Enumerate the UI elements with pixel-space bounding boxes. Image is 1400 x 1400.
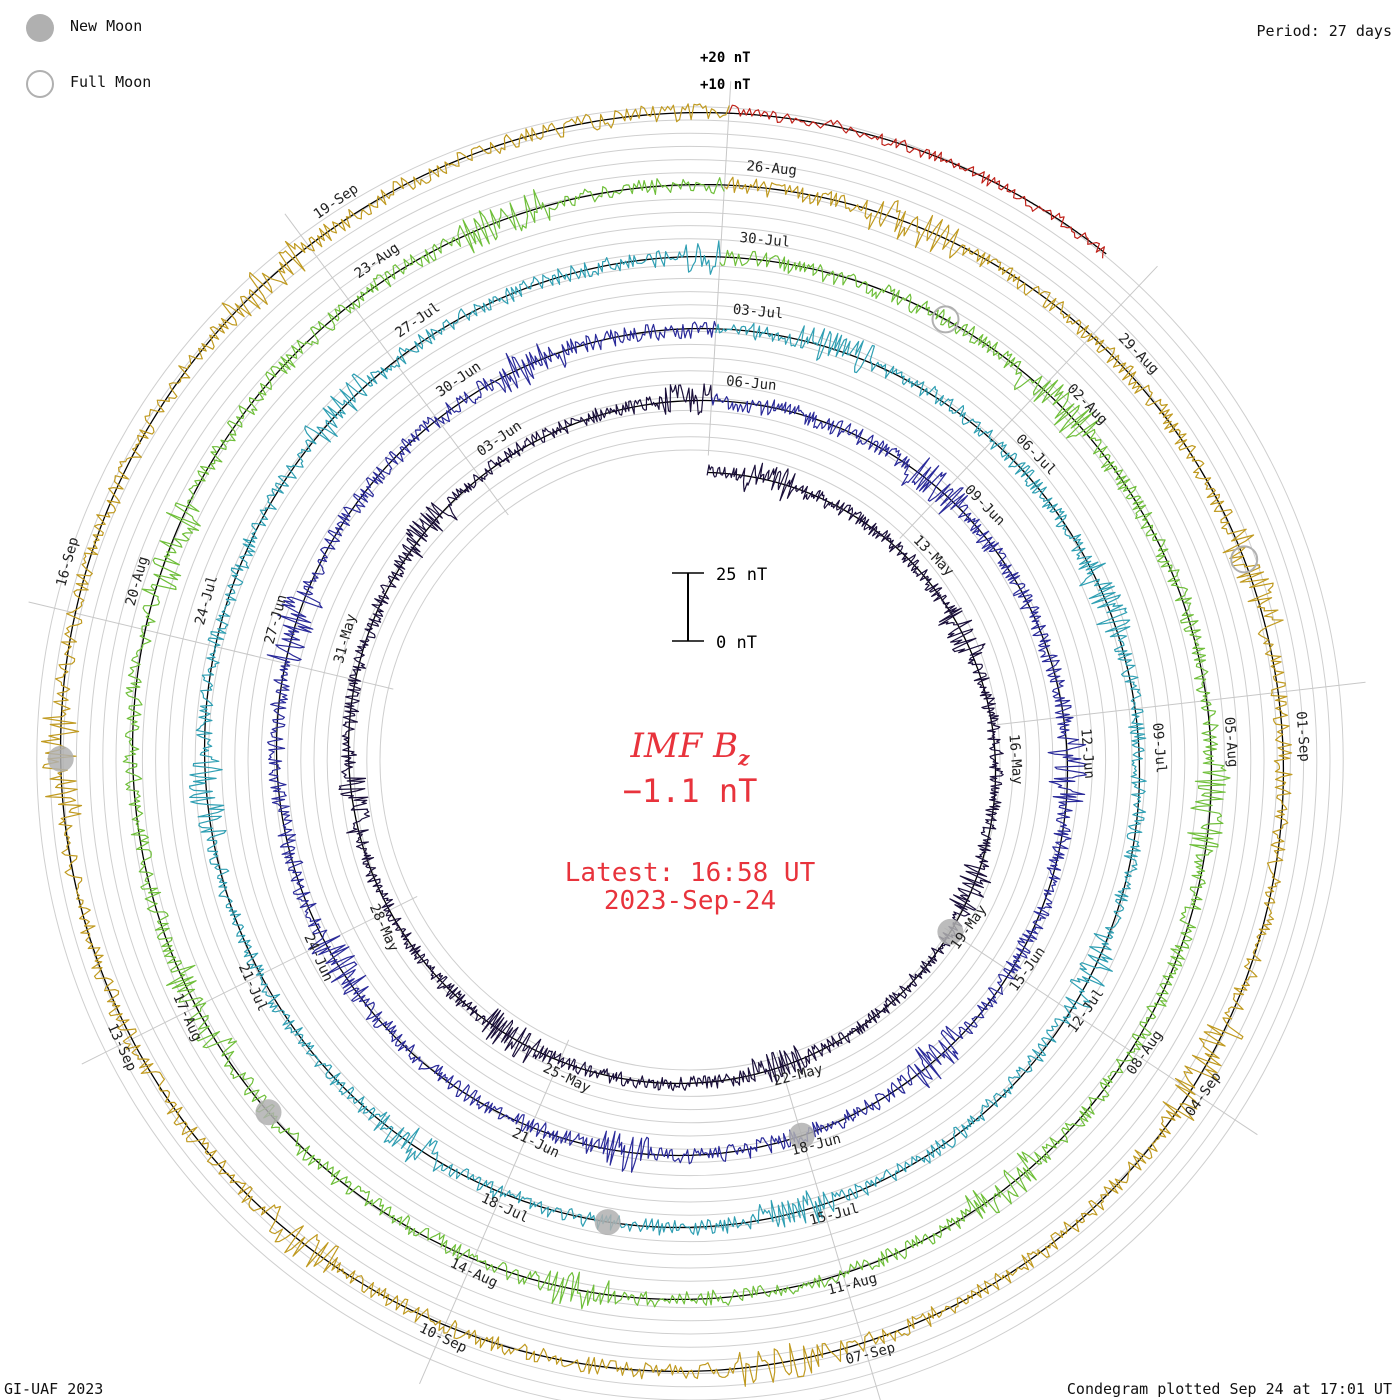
- radial-spoke: [419, 1039, 570, 1385]
- latest-date: 2023-Sep-24: [603, 886, 777, 916]
- grid-circle: [155, 225, 1225, 1295]
- full-moon-marker: [1230, 545, 1259, 574]
- grid-circle: [313, 383, 1067, 1137]
- new-moon-marker: [937, 918, 964, 945]
- current-value: −1.1 nT: [622, 772, 758, 810]
- grid-circle: [234, 304, 1146, 1216]
- date-label: 10-Sep: [417, 1320, 470, 1356]
- grid-circle: [194, 264, 1186, 1256]
- grid-circle: [75, 145, 1305, 1375]
- zero-baseline: [728, 112, 1107, 255]
- footer-credit: GI-UAF 2023: [4, 1380, 104, 1398]
- series-trace: [41, 103, 1293, 1387]
- grid-circle: [141, 211, 1239, 1309]
- radial-spoke: [707, 81, 732, 456]
- date-label: 03-Jul: [732, 302, 784, 323]
- date-label: 27-Jun: [262, 593, 291, 646]
- radial-spoke: [776, 1052, 881, 1400]
- series-trace: [189, 240, 1147, 1236]
- new-moon-marker: [788, 1122, 815, 1149]
- radial-spoke: [992, 681, 1366, 726]
- series-trace: [728, 104, 1105, 259]
- radial-spoke: [28, 601, 394, 690]
- grid-circle: [181, 251, 1199, 1269]
- date-label: 01-Sep: [1293, 711, 1313, 763]
- latest-time: Latest: 16:58 UT: [564, 858, 816, 888]
- new-moon-icon: [26, 14, 54, 42]
- date-label: 30-Jun: [433, 359, 484, 401]
- scale-bar-bottom-label: 0 nT: [716, 633, 757, 653]
- grid-circle: [207, 277, 1173, 1243]
- grid-circle: [260, 330, 1120, 1190]
- grid-circle: [36, 106, 1344, 1400]
- ring-scale-label-20nt: +20 nT: [700, 50, 751, 66]
- legend-full-moon-label: Full Moon: [70, 73, 152, 91]
- radial-spoke: [81, 895, 418, 1065]
- series-trace: [122, 177, 1231, 1310]
- grid-circle: [300, 370, 1080, 1150]
- date-label: 22-May: [772, 1061, 825, 1089]
- radial-spoke: [284, 213, 509, 516]
- date-label: 16-Sep: [53, 535, 82, 588]
- quantity-name: IMF B: [630, 726, 739, 766]
- date-label: 20-Aug: [123, 555, 152, 608]
- date-label: 14-Aug: [448, 1255, 501, 1291]
- full-moon-marker: [931, 305, 960, 334]
- quantity-title: IMF Bz: [540, 726, 840, 770]
- date-label: 12-Jun: [1077, 728, 1097, 780]
- ring-scale-label-10nt: +10 nT: [700, 77, 751, 93]
- date-label: 26-Aug: [746, 158, 798, 179]
- new-moon-marker: [47, 745, 74, 772]
- date-label: 19-Sep: [311, 181, 362, 223]
- moon-markers: [47, 305, 1259, 1236]
- series-trace: [338, 383, 1004, 1092]
- date-label: 09-Jul: [1149, 722, 1169, 774]
- new-moon-marker: [255, 1099, 282, 1126]
- grid-circle: [379, 449, 1001, 1071]
- period-label: Period: 27 days: [1256, 22, 1392, 40]
- ring-scale-labels: +20 nT +10 nT: [700, 50, 751, 93]
- grid-circle: [287, 357, 1093, 1163]
- date-label: 06-Jun: [725, 373, 777, 394]
- quantity-subscript: z: [738, 745, 750, 770]
- radial-spoke: [944, 927, 1258, 1136]
- date-label: 07-Sep: [844, 1340, 897, 1368]
- date-label: 05-Aug: [1221, 716, 1241, 768]
- grid-circle: [353, 423, 1027, 1097]
- grid-circle: [128, 198, 1252, 1322]
- legend-new-moon-label: New Moon: [70, 17, 143, 35]
- scale-bar-top-label: 25 nT: [716, 565, 767, 585]
- new-moon-marker: [594, 1209, 621, 1236]
- series-trace: [266, 320, 1088, 1173]
- date-label: 30-Jul: [739, 230, 791, 251]
- grid-circle: [247, 317, 1133, 1203]
- grid-circle: [89, 159, 1291, 1361]
- ring-grid: [36, 106, 1344, 1400]
- date-label: 16-May: [1005, 734, 1025, 786]
- footer-plotted-time: Condegram plotted Sep 24 at 17:01 UT: [1066, 1380, 1392, 1398]
- data-series: [41, 103, 1293, 1387]
- date-label: 13-May: [910, 532, 957, 579]
- full-moon-icon: [26, 70, 54, 98]
- date-label: 28-May: [366, 902, 402, 955]
- scale-bar: 25 nT 0 nT: [672, 565, 767, 653]
- radial-spokes: [28, 81, 1366, 1400]
